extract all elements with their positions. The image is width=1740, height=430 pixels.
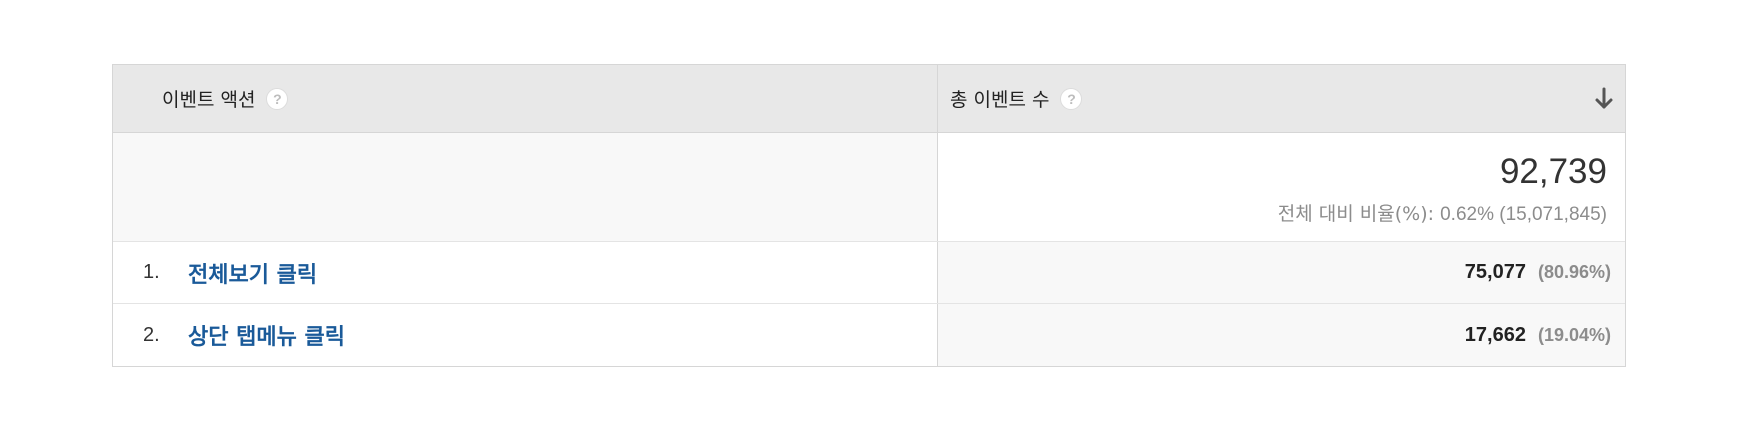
table-row: 2. 상단 탭메뉴 클릭 17,662 (19.04%) [113, 304, 1625, 366]
row-metric-value: 75,077 [1464, 261, 1526, 283]
arrow-down-icon[interactable] [1593, 86, 1615, 112]
row-metric-percent: (19.04%) [1537, 324, 1611, 345]
row-index: 1. [143, 261, 160, 283]
header-dimension[interactable]: 이벤트 액션 ? [113, 65, 938, 132]
row-link[interactable]: 상단 탭메뉴 클릭 [188, 325, 345, 350]
total-sub: 전체 대비 비율(%): 0.62% (15,071,845) [938, 199, 1607, 226]
row-metric-value: 17,662 [1464, 323, 1526, 346]
totals-metric-cell: 92,739 전체 대비 비율(%): 0.62% (15,071,845) [938, 133, 1625, 241]
help-icon[interactable]: ? [1060, 87, 1083, 110]
row-dimension-cell: 1. 전체보기 클릭 [113, 242, 938, 303]
row-metric-percent: (80.96%) [1537, 262, 1611, 282]
table-header: 이벤트 액션 ? 총 이벤트 수 ? [113, 65, 1625, 133]
total-value: 92,739 [1499, 152, 1607, 191]
header-dimension-label: 이벤트 액션 [162, 89, 256, 111]
row-dimension-cell: 2. 상단 탭메뉴 클릭 [113, 304, 938, 366]
total-sub-value: 0.62% (15,071,845) [1440, 204, 1607, 225]
table-row: 1. 전체보기 클릭 75,077 (80.96%) [113, 242, 1625, 304]
row-link[interactable]: 전체보기 클릭 [188, 262, 318, 288]
help-icon[interactable]: ? [266, 87, 289, 110]
totals-row: 92,739 전체 대비 비율(%): 0.62% (15,071,845) [113, 133, 1625, 242]
row-index: 2. [143, 323, 160, 346]
header-metric[interactable]: 총 이벤트 수 ? [938, 65, 1625, 132]
row-metric-cell: 75,077 (80.96%) [938, 242, 1625, 303]
total-sub-label: 전체 대비 비율(%): [1277, 203, 1435, 225]
row-metric-cell: 17,662 (19.04%) [938, 304, 1625, 366]
header-metric-label: 총 이벤트 수 [950, 89, 1050, 111]
report-table: 이벤트 액션 ? 총 이벤트 수 ? 92,739 전체 대비 비율(%): 0… [112, 64, 1626, 367]
totals-dimension-cell [113, 133, 938, 241]
